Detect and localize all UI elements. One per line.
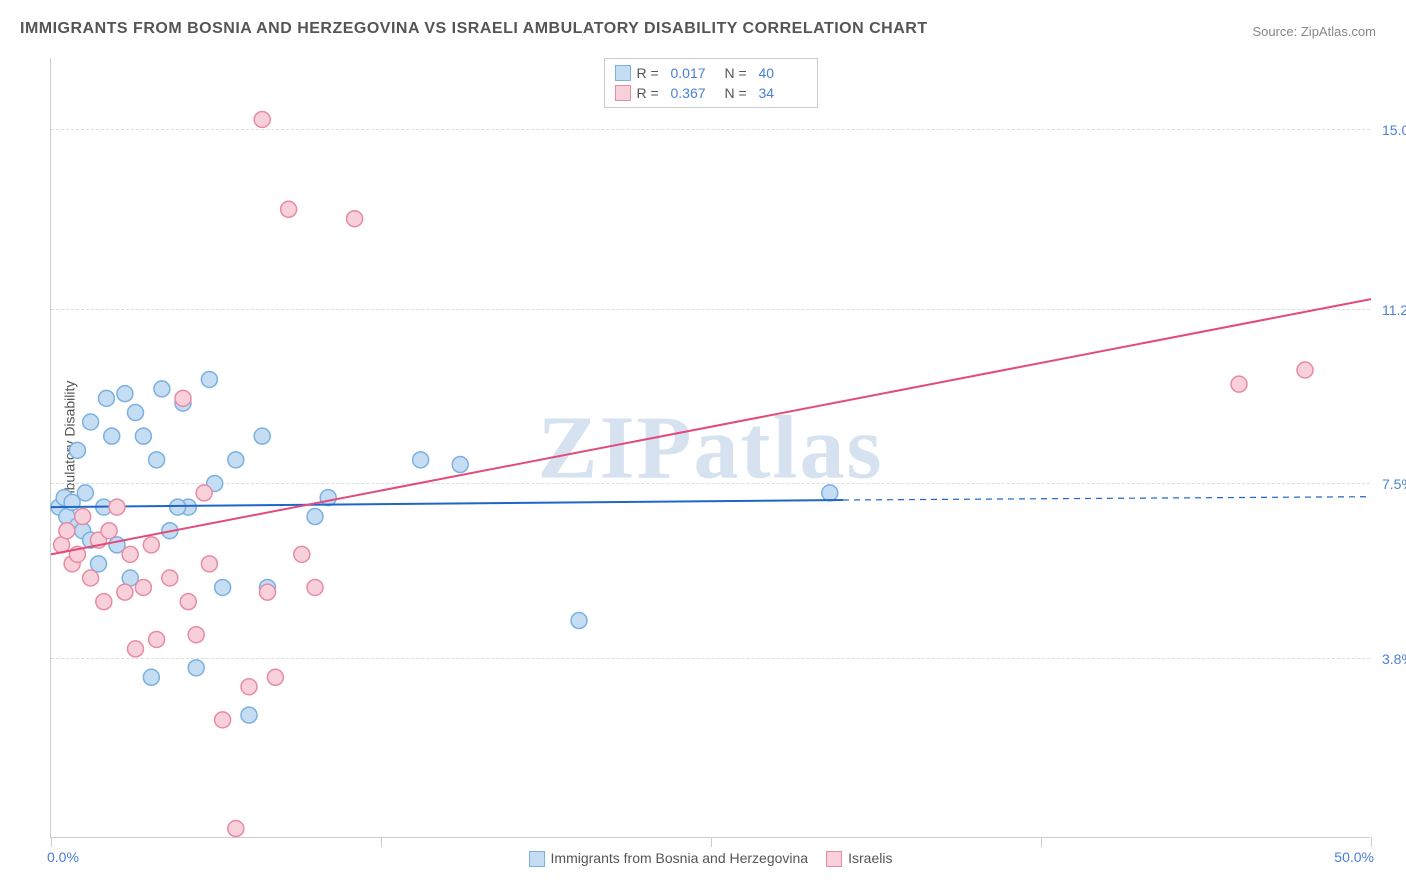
- data-point: [201, 371, 217, 387]
- source-name: ZipAtlas.com: [1301, 24, 1376, 39]
- grid-label: 15.0%: [1374, 122, 1406, 138]
- data-point: [175, 390, 191, 406]
- data-point: [91, 556, 107, 572]
- data-point: [96, 594, 112, 610]
- legend-swatch-bosnia: [615, 65, 631, 81]
- legend-swatch-bosnia: [529, 851, 545, 867]
- x-max-label: 50.0%: [1334, 849, 1374, 865]
- data-point: [154, 381, 170, 397]
- legend-swatch-israelis: [826, 851, 842, 867]
- data-point: [162, 570, 178, 586]
- data-point: [281, 201, 297, 217]
- data-point: [75, 509, 91, 525]
- scatter-svg: [51, 58, 1370, 837]
- xtick: [1041, 837, 1042, 847]
- legend-item-israelis: Israelis: [826, 850, 892, 867]
- x-min-label: 0.0%: [47, 849, 79, 865]
- r-value-israelis: 0.367: [671, 85, 719, 101]
- data-point: [822, 485, 838, 501]
- data-point: [149, 631, 165, 647]
- data-point: [188, 660, 204, 676]
- data-point: [228, 452, 244, 468]
- data-point: [83, 414, 99, 430]
- grid-label: 11.2%: [1374, 302, 1406, 318]
- data-point: [104, 428, 120, 444]
- data-point: [127, 405, 143, 421]
- n-prefix: N =: [725, 85, 753, 101]
- r-prefix: R =: [637, 85, 665, 101]
- data-point: [215, 579, 231, 595]
- legend-stats: R = 0.017 N = 40 R = 0.367 N = 34: [604, 58, 818, 108]
- data-point: [267, 669, 283, 685]
- legend-series: Immigrants from Bosnia and Herzegovina I…: [529, 850, 893, 867]
- data-point: [149, 452, 165, 468]
- series-label-bosnia: Immigrants from Bosnia and Herzegovina: [551, 850, 809, 866]
- grid-label: 3.8%: [1374, 651, 1406, 667]
- data-point: [117, 386, 133, 402]
- r-prefix: R =: [637, 65, 665, 81]
- legend-stats-row: R = 0.367 N = 34: [615, 83, 807, 103]
- xtick: [1371, 837, 1372, 847]
- data-point: [1297, 362, 1313, 378]
- data-point: [127, 641, 143, 657]
- grid-label: 7.5%: [1374, 476, 1406, 492]
- n-value-israelis: 34: [759, 85, 807, 101]
- data-point: [307, 509, 323, 525]
- data-point: [241, 707, 257, 723]
- r-value-bosnia: 0.017: [671, 65, 719, 81]
- data-point: [180, 594, 196, 610]
- trend-line-dashed: [843, 497, 1371, 500]
- data-point: [135, 579, 151, 595]
- data-point: [320, 490, 336, 506]
- data-point: [259, 584, 275, 600]
- data-point: [254, 428, 270, 444]
- data-point: [109, 499, 125, 515]
- data-point: [347, 211, 363, 227]
- data-point: [201, 556, 217, 572]
- n-value-bosnia: 40: [759, 65, 807, 81]
- data-point: [122, 546, 138, 562]
- data-point: [77, 485, 93, 501]
- plot-area: ZIPatlas 3.8%7.5%11.2%15.0% R = 0.017 N …: [50, 58, 1370, 838]
- data-point: [170, 499, 186, 515]
- data-point: [413, 452, 429, 468]
- data-point: [188, 627, 204, 643]
- data-point: [101, 523, 117, 539]
- data-point: [98, 390, 114, 406]
- data-point: [135, 428, 151, 444]
- data-point: [59, 523, 75, 539]
- data-point: [69, 442, 85, 458]
- xtick: [381, 837, 382, 847]
- data-point: [215, 712, 231, 728]
- series-label-israelis: Israelis: [848, 850, 892, 866]
- data-point: [241, 679, 257, 695]
- data-point: [452, 457, 468, 473]
- chart-title: IMMIGRANTS FROM BOSNIA AND HERZEGOVINA V…: [20, 20, 928, 38]
- xtick: [51, 837, 52, 847]
- data-point: [143, 537, 159, 553]
- legend-stats-row: R = 0.017 N = 40: [615, 63, 807, 83]
- data-point: [228, 821, 244, 837]
- legend-swatch-israelis: [615, 85, 631, 101]
- legend-item-bosnia: Immigrants from Bosnia and Herzegovina: [529, 850, 809, 867]
- data-point: [117, 584, 133, 600]
- data-point: [143, 669, 159, 685]
- source-prefix: Source:: [1252, 24, 1300, 39]
- xtick: [711, 837, 712, 847]
- source-attribution: Source: ZipAtlas.com: [1252, 24, 1376, 39]
- data-point: [1231, 376, 1247, 392]
- data-point: [571, 613, 587, 629]
- data-point: [254, 111, 270, 127]
- trend-line: [51, 299, 1371, 554]
- data-point: [307, 579, 323, 595]
- data-point: [294, 546, 310, 562]
- data-point: [196, 485, 212, 501]
- data-point: [83, 570, 99, 586]
- n-prefix: N =: [725, 65, 753, 81]
